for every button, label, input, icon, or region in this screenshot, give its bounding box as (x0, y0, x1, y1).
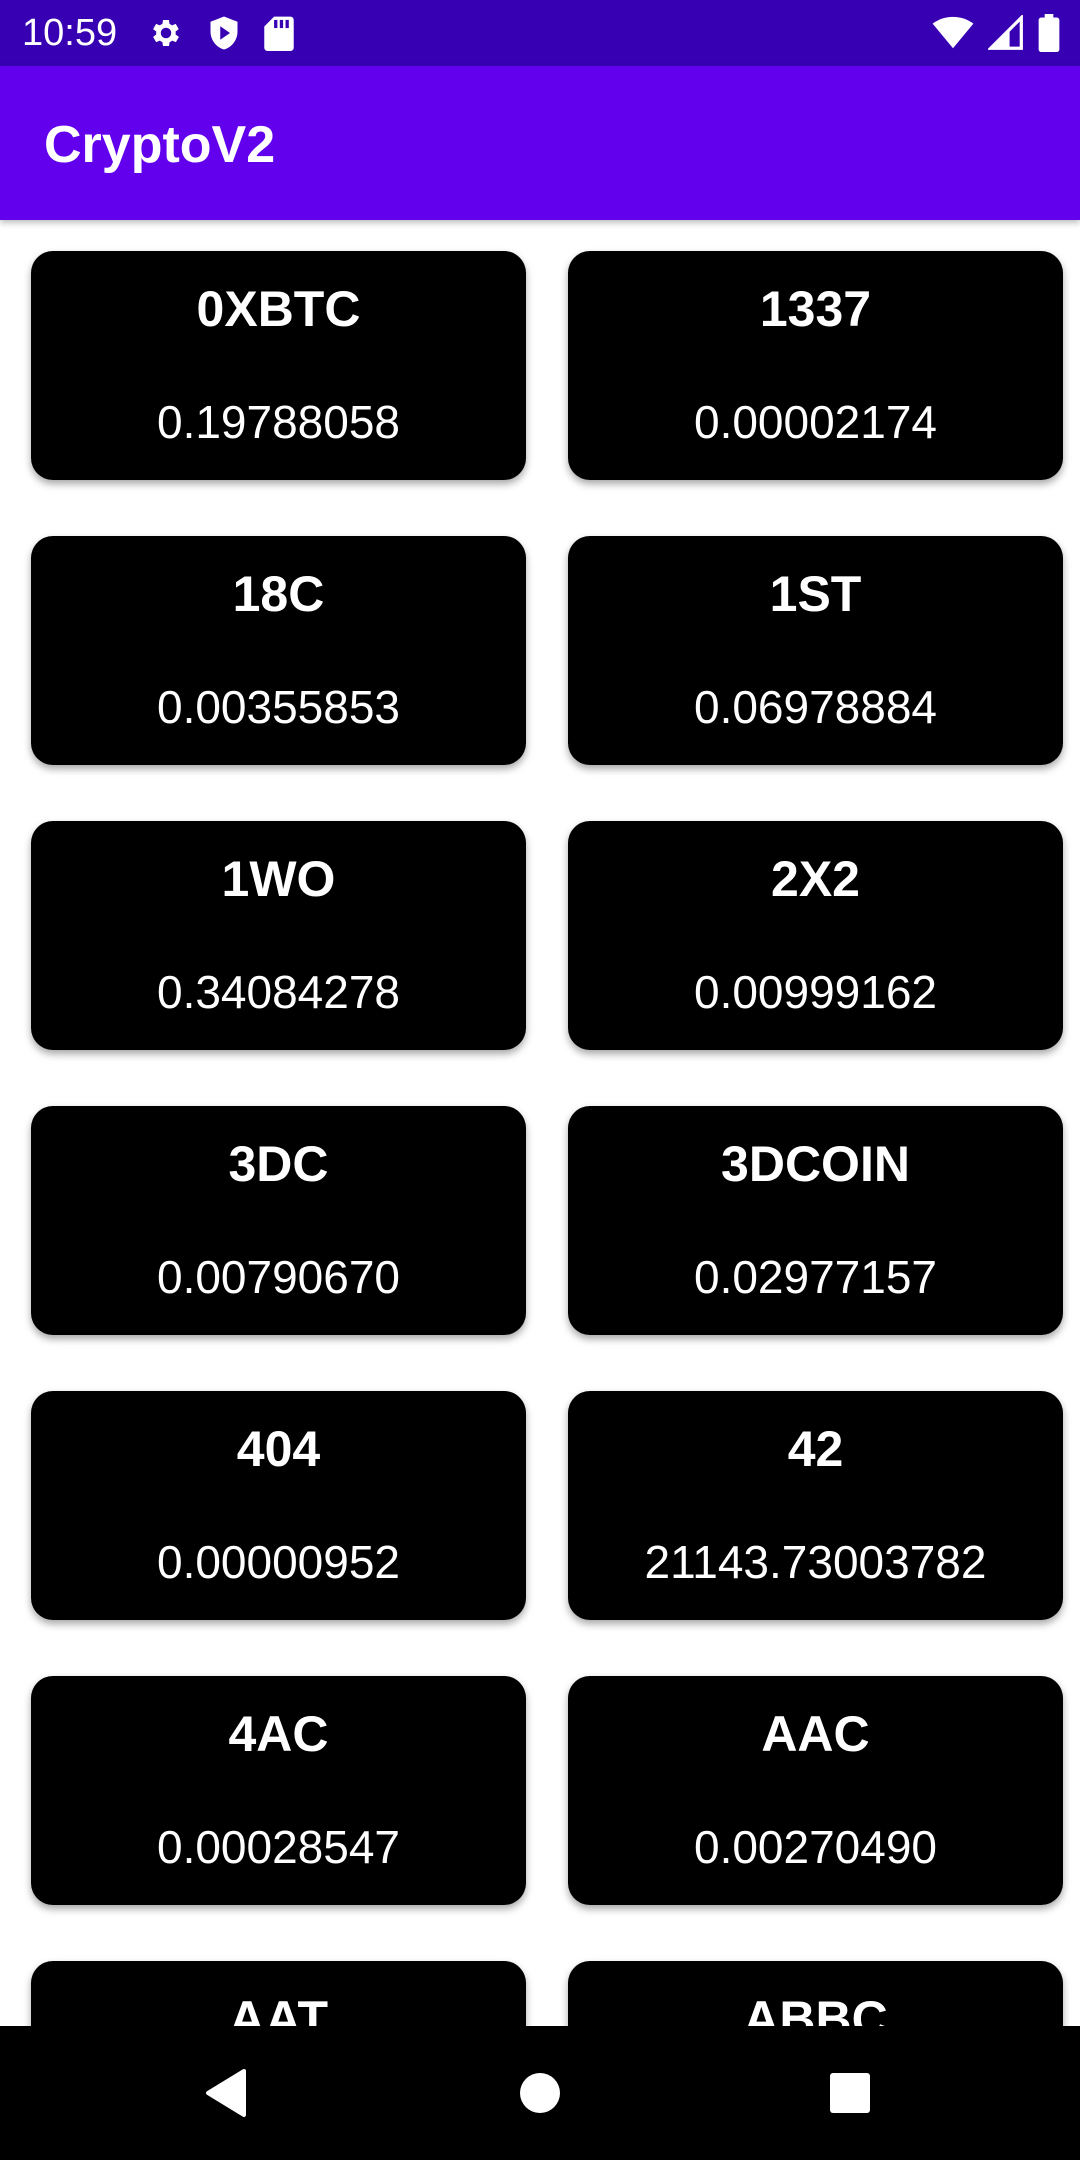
coin-card[interactable]: AAC 0.00270490 (568, 1676, 1063, 1905)
coin-price: 0.00002174 (693, 396, 938, 448)
status-right-icons (932, 14, 1060, 52)
coin-symbol: AAT (228, 1991, 329, 2026)
coin-price: 0.19788058 (156, 396, 401, 448)
sd-card-icon (264, 15, 294, 51)
app-bar: CryptoV2 (0, 66, 1080, 220)
home-icon (520, 2073, 560, 2113)
coin-price: 0.00790670 (156, 1251, 401, 1303)
status-time: 10:59 (22, 12, 118, 54)
coin-symbol: 1337 (759, 281, 872, 337)
wifi-icon (932, 16, 974, 50)
coin-price: 21143.73003782 (644, 1536, 987, 1588)
navigation-bar (0, 2026, 1080, 2160)
coin-symbol: ABBC (743, 1991, 888, 2026)
coin-symbol: 18C (232, 566, 325, 622)
coin-price: 0.02977157 (693, 1251, 938, 1303)
home-button[interactable] (500, 2053, 580, 2133)
signal-icon (988, 15, 1024, 51)
gear-icon (148, 15, 184, 51)
coin-list[interactable]: 0XBTC 0.19788058 1337 0.00002174 18C 0.003558… (0, 220, 1080, 2026)
coin-card[interactable]: 404 0.00000952 (31, 1391, 526, 1620)
back-button[interactable] (186, 2053, 266, 2133)
coin-symbol: 0XBTC (196, 281, 361, 337)
status-left-icons (148, 14, 294, 52)
coin-symbol: 1ST (769, 566, 862, 622)
coin-card[interactable]: 0XBTC 0.19788058 (31, 251, 526, 480)
coin-card[interactable]: 4AC 0.00028547 (31, 1676, 526, 1905)
coin-card[interactable]: ABBC (568, 1961, 1063, 2026)
coin-card[interactable]: 2X2 0.00999162 (568, 821, 1063, 1050)
shield-icon (208, 15, 240, 51)
coin-symbol: AAC (761, 1706, 870, 1762)
coin-symbol: 404 (236, 1421, 321, 1477)
coin-symbol: 4AC (228, 1706, 329, 1762)
coin-card[interactable]: 1ST 0.06978884 (568, 536, 1063, 765)
status-bar: 10:59 (0, 0, 1080, 66)
coin-price: 0.00999162 (693, 966, 938, 1018)
coin-price: 0.06978884 (693, 681, 938, 733)
coin-price: 0.34084278 (156, 966, 401, 1018)
coin-price: 0.00270490 (693, 1821, 938, 1873)
coin-price: 0.00000952 (156, 1536, 401, 1588)
coin-card[interactable]: 3DC 0.00790670 (31, 1106, 526, 1335)
coin-symbol: 1WO (221, 851, 336, 907)
recents-icon (830, 2073, 870, 2113)
coin-card[interactable]: 1WO 0.34084278 (31, 821, 526, 1050)
coin-card[interactable]: AAT (31, 1961, 526, 2026)
battery-icon (1038, 14, 1060, 52)
coin-card[interactable]: 42 21143.73003782 (568, 1391, 1063, 1620)
app-title: CryptoV2 (44, 116, 276, 174)
coin-symbol: 42 (787, 1421, 844, 1477)
coin-grid: 0XBTC 0.19788058 1337 0.00002174 18C 0.003558… (31, 251, 1063, 2026)
coin-price: 0.00028547 (156, 1821, 401, 1873)
coin-symbol: 2X2 (771, 851, 860, 907)
coin-price: 0.00355853 (156, 681, 401, 733)
recents-button[interactable] (810, 2053, 890, 2133)
back-icon (206, 2069, 246, 2117)
coin-symbol: 3DC (228, 1136, 329, 1192)
coin-symbol: 3DCOIN (721, 1136, 910, 1192)
coin-card[interactable]: 18C 0.00355853 (31, 536, 526, 765)
coin-card[interactable]: 1337 0.00002174 (568, 251, 1063, 480)
coin-card[interactable]: 3DCOIN 0.02977157 (568, 1106, 1063, 1335)
